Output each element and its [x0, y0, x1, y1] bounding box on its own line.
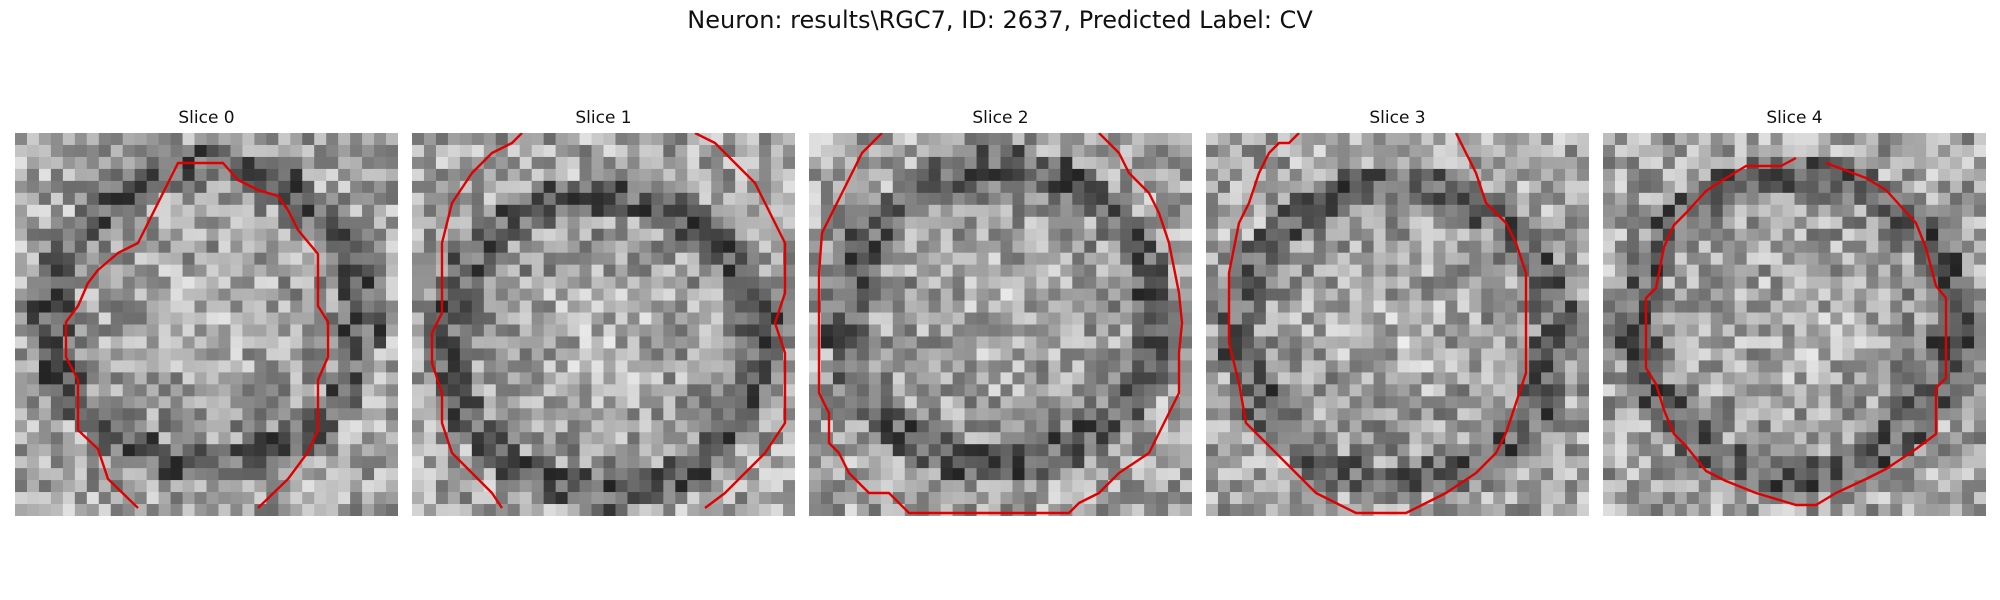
- slice-title: Slice 3: [1369, 108, 1426, 128]
- grayscale-pixel-grid: [412, 133, 795, 516]
- slice-panel: Slice 4: [1603, 108, 1986, 518]
- grayscale-pixel-grid: [809, 133, 1192, 516]
- slice-image: [1603, 133, 1986, 516]
- slice-image: [1206, 133, 1589, 516]
- slice-panel: Slice 0: [15, 108, 398, 518]
- cell-contour: [430, 133, 523, 509]
- grayscale-pixel-grid: [1206, 133, 1589, 516]
- slice-title: Slice 1: [575, 108, 632, 128]
- slice-image: [15, 133, 398, 516]
- cell-contour: [64, 161, 330, 509]
- grayscale-pixel-grid: [1603, 133, 1986, 516]
- cell-contour: [694, 133, 787, 509]
- slice-title: Slice 0: [178, 108, 235, 128]
- slice-title: Slice 2: [972, 108, 1029, 128]
- figure-title: Neuron: results\RGC7, ID: 2637, Predicte…: [687, 6, 1313, 34]
- cell-contour: [1644, 156, 1948, 507]
- slice-panel: Slice 2: [809, 108, 1192, 518]
- slice-panel: Slice 1: [412, 108, 795, 518]
- cell-contour: [1227, 133, 1528, 515]
- slice-image: [809, 133, 1192, 516]
- cell-contour: [817, 133, 1184, 515]
- slice-panel: Slice 3: [1206, 108, 1589, 518]
- slice-image: [412, 133, 795, 516]
- grayscale-pixel-grid: [15, 133, 398, 516]
- slice-title: Slice 4: [1766, 108, 1823, 128]
